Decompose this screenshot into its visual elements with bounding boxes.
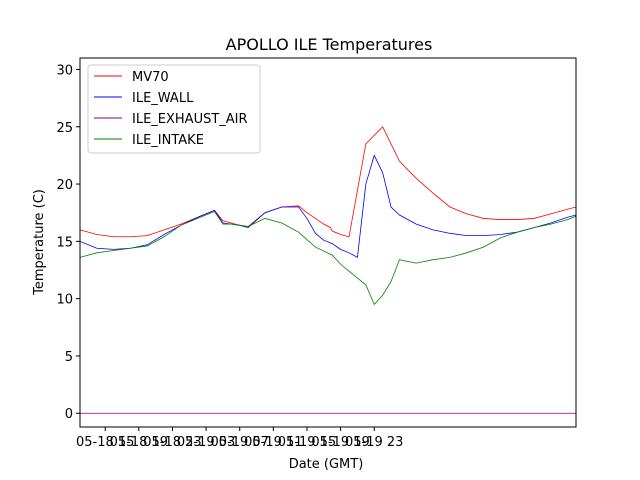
y-tick-label: 20 <box>56 178 73 193</box>
legend-label: ILE_EXHAUST_AIR <box>132 112 248 127</box>
legend-label: ILE_WALL <box>132 91 194 106</box>
x-tick-label: 05-19 19 <box>311 435 369 450</box>
x-tick-label: 05-19 15 <box>278 435 336 450</box>
series-line-mv70 <box>80 126 576 238</box>
x-tick-label: 05-19 23 <box>345 435 403 450</box>
legend: MV70 ILE_WALL ILE_EXHAUST_AIR ILE_INTAKE <box>87 64 261 154</box>
y-tick-label: 0 <box>65 407 73 422</box>
chart-title: APOLLO ILE Temperatures <box>226 35 433 54</box>
y-tick-label: 30 <box>56 63 73 78</box>
plot-area <box>80 126 576 414</box>
x-axis-title: Date (GMT) <box>289 457 364 472</box>
axes-frame <box>79 57 577 428</box>
x-tick-label: 05-19 11 <box>244 435 302 450</box>
legend-label: ILE_INTAKE <box>132 133 204 148</box>
x-tick-label: 05-18 19 <box>110 435 168 450</box>
y-tick-label: 10 <box>56 293 73 308</box>
x-tick-label: 05-18 23 <box>143 435 201 450</box>
y-tick-label: 5 <box>65 350 73 365</box>
y-tick-label: 15 <box>56 235 73 250</box>
y-axis-title: Temperature (C) <box>32 189 47 296</box>
x-tick-label: 05-19 07 <box>211 435 269 450</box>
series-line-ile-intake <box>80 211 576 306</box>
legend-label: MV70 <box>132 70 169 85</box>
x-tick-label: 05-18 15 <box>76 435 134 450</box>
y-tick-label: 25 <box>56 121 73 136</box>
legend-box <box>87 64 261 154</box>
x-tick-label: 05-19 03 <box>177 435 235 450</box>
